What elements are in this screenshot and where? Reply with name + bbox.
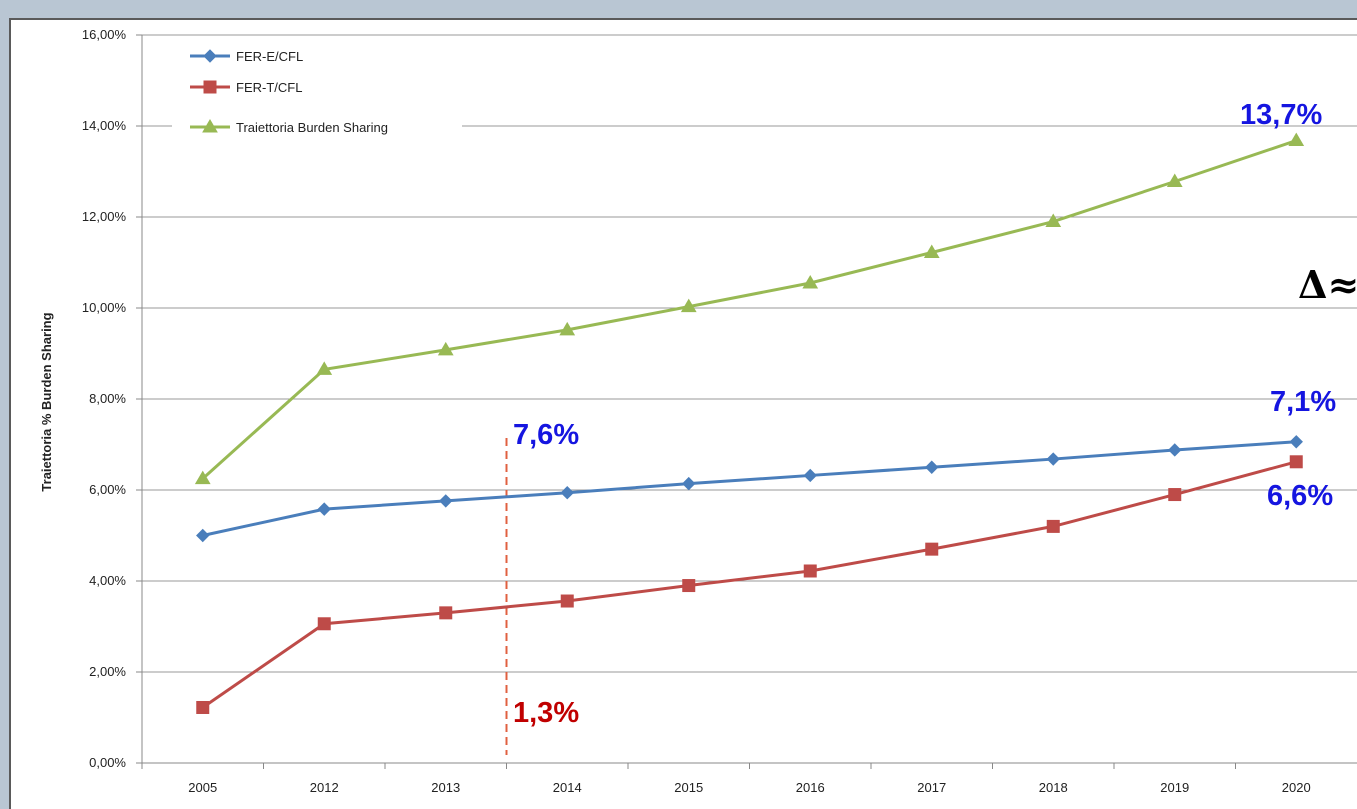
data-point	[926, 543, 938, 555]
annotation-burden-2020: 13,7%	[1240, 99, 1322, 131]
gridlines	[142, 35, 1357, 763]
data-point	[1290, 436, 1302, 448]
legend-label: FER-T/CFL	[236, 80, 302, 95]
x-tick-label: 2020	[1282, 780, 1311, 795]
x-tick-label: 2005	[188, 780, 217, 795]
x-tick-label: 2017	[917, 780, 946, 795]
x-tick-label: 2016	[796, 780, 825, 795]
annotation-divider-bottom: 1,3%	[513, 697, 579, 729]
y-tick-label: 8,00%	[89, 391, 126, 406]
y-tick-label: 10,00%	[82, 300, 127, 315]
legend-label: Traiettoria Burden Sharing	[236, 120, 388, 135]
data-point	[804, 469, 816, 481]
data-point	[1047, 453, 1059, 465]
x-tick-label: 2012	[310, 780, 339, 795]
data-point	[561, 595, 573, 607]
x-tick-label: 2018	[1039, 780, 1068, 795]
legend: FER-E/CFL FER-T/CFL Traiettoria Burden Sha…	[172, 38, 462, 138]
legend-swatch-marker	[204, 81, 216, 93]
data-point	[318, 503, 330, 515]
data-point	[1169, 444, 1181, 456]
x-tick-label: 2014	[553, 780, 582, 795]
legend-label: FER-E/CFL	[236, 49, 303, 64]
data-point	[318, 618, 330, 630]
data-point	[1047, 520, 1059, 532]
data-point	[804, 565, 816, 577]
x-tick-label: 2019	[1160, 780, 1189, 795]
data-point	[1169, 489, 1181, 501]
y-tick-label: 12,00%	[82, 209, 127, 224]
data-point	[1289, 134, 1303, 146]
series-line	[203, 141, 1297, 479]
y-tick-label: 14,00%	[82, 118, 127, 133]
data-point	[561, 487, 573, 499]
series-line	[203, 442, 1297, 536]
data-point	[683, 478, 695, 490]
data-point	[683, 580, 695, 592]
data-point	[1290, 456, 1302, 468]
annotation-delta: Δ≈	[1298, 262, 1357, 307]
y-tick-label: 6,00%	[89, 482, 126, 497]
y-tick-label: 0,00%	[89, 755, 126, 770]
x-tick-label: 2015	[674, 780, 703, 795]
annotation-fer-e-2020: 7,1%	[1270, 386, 1336, 418]
x-axis-ticks: 2005 2012 2013 2014 2015 2016 2017 2018 2019 2020	[142, 763, 1311, 795]
data-point	[197, 530, 209, 542]
annotation-fer-t-2020: 6,6%	[1267, 480, 1333, 512]
series-line	[203, 462, 1297, 708]
data-point	[926, 461, 938, 473]
y-axis-ticks: 0,00% 2,00% 4,00% 6,00% 8,00% 10,00% 12,00% 14,…	[82, 27, 142, 770]
data-point	[440, 495, 452, 507]
y-tick-label: 2,00%	[89, 664, 126, 679]
y-tick-label: 16,00%	[82, 27, 127, 42]
annotation-divider-top: 7,6%	[513, 419, 579, 451]
series-lines	[196, 134, 1304, 714]
y-axis-label: Traiettoria % Burden Sharing	[39, 312, 54, 491]
x-tick-label: 2013	[431, 780, 460, 795]
data-point	[440, 607, 452, 619]
data-point	[197, 701, 209, 713]
y-tick-label: 4,00%	[89, 573, 126, 588]
